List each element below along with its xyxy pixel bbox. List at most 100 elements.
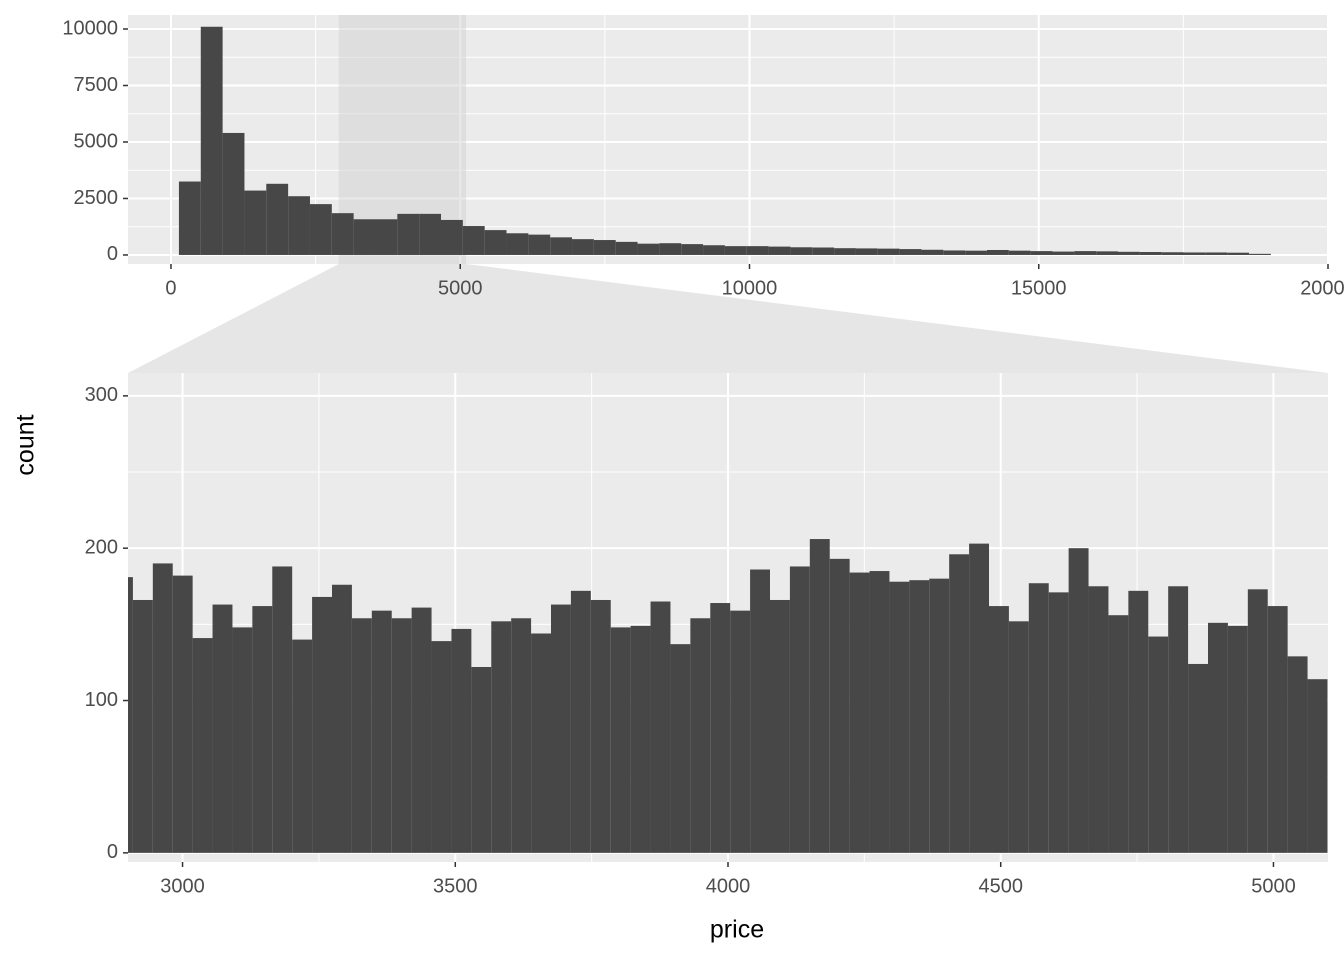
bar — [909, 580, 930, 853]
bar — [1148, 636, 1169, 853]
bar — [809, 539, 830, 853]
bar — [272, 566, 293, 853]
bar — [419, 213, 442, 255]
bar — [1188, 663, 1208, 853]
bar — [332, 584, 352, 853]
bar — [1168, 586, 1189, 853]
bar — [899, 249, 922, 255]
bar — [550, 237, 573, 255]
bar — [1227, 252, 1250, 255]
bar — [506, 233, 529, 255]
bar — [292, 639, 313, 853]
bar — [812, 247, 835, 255]
y-tick-label: 10000 — [62, 17, 118, 39]
bar — [222, 132, 245, 255]
bar — [570, 590, 591, 853]
bar — [921, 249, 944, 255]
bar — [212, 604, 233, 853]
bar — [391, 618, 412, 853]
bar — [572, 239, 594, 255]
x-axis-label: price — [710, 916, 764, 944]
bar — [637, 243, 660, 255]
bar — [528, 234, 551, 255]
bar — [834, 248, 856, 255]
bar — [1048, 592, 1069, 853]
x-tick-label: 10000 — [722, 277, 778, 299]
bar — [849, 572, 870, 853]
bar — [462, 226, 485, 255]
bar — [1183, 252, 1206, 255]
y-tick-label: 100 — [85, 689, 118, 711]
bar — [1205, 252, 1228, 255]
bar — [1249, 253, 1271, 255]
bar — [152, 563, 173, 853]
bar — [511, 618, 532, 853]
x-tick-label: 0 — [165, 277, 176, 299]
bar — [200, 26, 223, 255]
bar — [252, 606, 273, 853]
bar — [1008, 621, 1029, 853]
bar — [986, 249, 1009, 255]
bar — [1008, 250, 1031, 255]
bar — [943, 250, 966, 255]
bar — [730, 610, 751, 853]
bar — [132, 599, 153, 853]
y-tick-label: 2500 — [74, 187, 119, 209]
bar — [770, 599, 790, 853]
bar — [128, 577, 133, 853]
y-tick-label: 300 — [85, 384, 118, 406]
bar — [353, 219, 376, 255]
bar — [351, 618, 372, 853]
x-tick-label: 3000 — [160, 875, 205, 897]
plot-area — [128, 15, 1328, 264]
bar — [929, 578, 950, 853]
bar — [371, 610, 392, 853]
bar — [1208, 622, 1228, 853]
bar — [869, 571, 890, 853]
bar — [288, 196, 310, 255]
bar — [768, 246, 791, 255]
bar — [551, 604, 571, 853]
bar — [1068, 548, 1089, 853]
bar — [703, 245, 725, 255]
bar — [855, 248, 878, 255]
bar — [877, 248, 900, 255]
bar — [441, 219, 463, 255]
bar — [1028, 583, 1049, 853]
bar — [1052, 251, 1075, 255]
y-tick-label: 5000 — [74, 130, 119, 152]
bar — [1030, 251, 1053, 255]
plot-area — [128, 373, 1328, 862]
bar — [724, 246, 747, 255]
bar — [789, 566, 810, 853]
bar — [593, 240, 616, 255]
bar — [1161, 252, 1184, 255]
x-tick-label: 4500 — [978, 875, 1023, 897]
y-axis-label: count — [12, 414, 40, 475]
bar — [610, 627, 631, 853]
bar — [650, 601, 671, 853]
bar — [659, 243, 682, 255]
y-tick-label: 0 — [107, 841, 118, 863]
bar — [1227, 625, 1248, 853]
bar — [746, 246, 769, 255]
y-tick-label: 7500 — [74, 74, 119, 96]
x-tick-label: 5000 — [1251, 875, 1296, 897]
bar — [331, 213, 354, 255]
bar — [1307, 679, 1328, 853]
bar — [1118, 251, 1140, 255]
bar — [1267, 606, 1288, 853]
bar — [491, 621, 512, 853]
bar — [431, 641, 452, 853]
bar — [1139, 252, 1162, 255]
x-tick-label: 5000 — [438, 277, 483, 299]
x-tick-label: 15000 — [1011, 277, 1067, 299]
bar — [949, 554, 970, 853]
bar — [471, 667, 492, 853]
bar — [1247, 589, 1268, 853]
y-tick-label: 0 — [107, 243, 118, 265]
bar — [244, 190, 267, 255]
bar — [1108, 615, 1129, 853]
